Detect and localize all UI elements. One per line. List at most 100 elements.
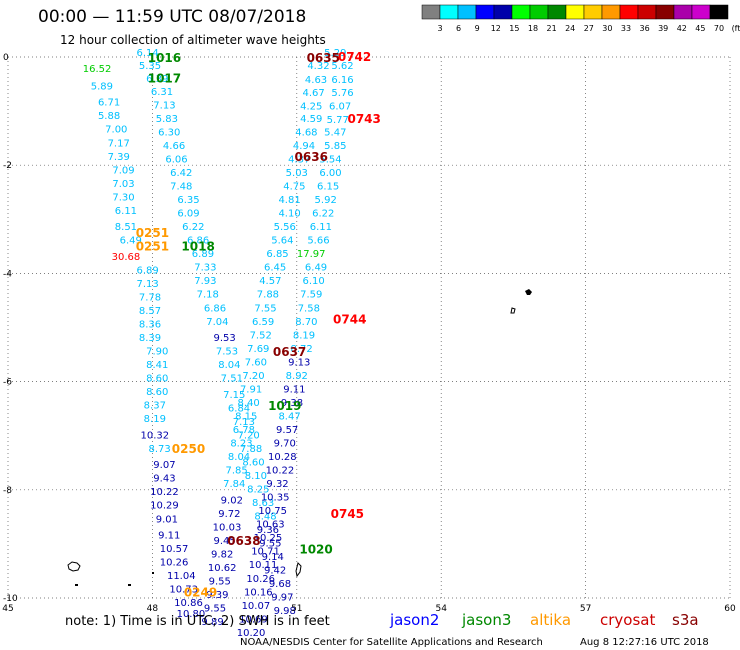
pass-id-label: 0636 (295, 150, 328, 164)
wave-height-label: 6.09 (177, 209, 199, 220)
wave-height-label: 9.57 (276, 425, 298, 436)
wave-height-label: 10.16 (244, 587, 273, 598)
colorbar-label: 45 (695, 24, 705, 33)
wave-height-label: 5.88 (98, 111, 120, 122)
x-tick-label: 57 (580, 604, 591, 614)
wave-height-label: 9.11 (158, 530, 180, 541)
wave-height-label: 6.39 (146, 74, 168, 85)
wave-height-label: 4.25 (300, 101, 322, 112)
island-seychelles (525, 289, 532, 295)
wave-height-label: 6.49 (305, 263, 327, 274)
colorbar-swatch (421, 4, 441, 20)
wave-height-label: 7.58 (298, 303, 320, 314)
wave-height-label: 4.67 (303, 88, 325, 99)
pass-id-label: 0249 (184, 586, 217, 600)
footer-credit: NOAA/NESDIS Center for Satellite Applica… (240, 637, 543, 648)
wave-height-label: 7.04 (206, 317, 228, 328)
legend-satellite-s3a: s3a (672, 611, 699, 629)
wave-height-label: 6.11 (310, 222, 332, 233)
wave-height-label: 8.25 (247, 485, 269, 496)
wave-height-label: 6.78 (233, 425, 255, 436)
wave-height-label: 8.04 (228, 452, 250, 463)
wave-height-label: 9.01 (156, 514, 178, 525)
wave-height-label: 8.15 (235, 411, 257, 422)
wave-height-label: 9.39 (206, 590, 228, 601)
wave-height-label: 7.55 (254, 303, 276, 314)
pass-id-label: 1016 (148, 51, 181, 65)
colorbar-label: 9 (475, 24, 480, 33)
footer-timestamp: Aug 8 12:27:16 UTC 2018 (580, 637, 709, 648)
wave-height-label: 9.13 (288, 357, 310, 368)
wave-height-label: 10.62 (208, 563, 237, 574)
legend-satellite-jason2: jason2 (389, 611, 439, 629)
colorbar-swatch (475, 4, 495, 20)
wave-height-label: 6.00 (319, 168, 341, 179)
wave-height-label: 6.86 (204, 303, 226, 314)
page-title: 00:00 — 11:59 UTC 08/07/2018 (38, 7, 306, 27)
wave-height-label: 9.97 (271, 593, 293, 604)
wave-height-label: 10.26 (160, 558, 189, 569)
wave-height-label: 6.16 (331, 75, 353, 86)
wave-height-label: 10.29 (150, 501, 179, 512)
y-tick-label: -8 (3, 486, 12, 496)
wave-height-label: 11.04 (167, 571, 196, 582)
wave-height-label: 4.59 (300, 114, 322, 125)
colorbar-label: 15 (509, 24, 519, 33)
colorbar-label: 42 (677, 24, 687, 33)
wave-height-label: 5.66 (307, 236, 329, 247)
wave-height-label: 7.90 (146, 347, 168, 358)
wave-height-label: 5.29 (324, 48, 346, 59)
wave-height-label: 6.14 (136, 48, 158, 59)
colorbar-label: 12 (491, 24, 501, 33)
wave-height-label: 8.60 (146, 374, 168, 385)
wave-height-label: 6.84 (228, 403, 250, 414)
legend-satellite-altika: altika (530, 611, 571, 629)
wave-height-label: 6.35 (177, 195, 199, 206)
page-subtitle: 12 hour collection of altimeter wave hei… (60, 33, 326, 47)
x-tick-label: 45 (2, 604, 13, 614)
wave-height-label: 7.30 (112, 192, 134, 203)
wave-height-label: 5.85 (324, 141, 346, 152)
wave-height-label: 9.38 (281, 398, 303, 409)
pass-id-label: 1019 (268, 399, 301, 413)
wave-height-label: 7.20 (242, 371, 264, 382)
wave-height-label: 6.71 (98, 98, 120, 109)
wave-height-label: 9.89 (201, 617, 223, 628)
wave-height-label: 6.06 (165, 154, 187, 165)
colorbar-swatch (619, 4, 639, 20)
colorbar-swatch (547, 4, 567, 20)
wave-height-label: 10.26 (246, 574, 275, 585)
wave-height-label: 7.39 (108, 152, 130, 163)
wave-height-label: 9.55 (209, 576, 231, 587)
pass-id-label: 0638 (227, 534, 260, 548)
colorbar-swatch (673, 4, 693, 20)
colorbar-label: 36 (640, 24, 650, 33)
wave-height-label: 10.75 (258, 506, 287, 517)
pass-id-label: 0745 (331, 507, 364, 521)
wave-height-label: 7.00 (105, 125, 127, 136)
wave-height-label: 5.03 (286, 168, 308, 179)
pass-id-label: 1017 (148, 72, 181, 86)
wave-height-label: 8.92 (286, 371, 308, 382)
wave-height-label: 8.70 (295, 317, 317, 328)
wave-height-label: 8.37 (144, 401, 166, 412)
wave-height-label: 17.97 (297, 249, 326, 260)
wave-height-label: 8.60 (146, 387, 168, 398)
wave-height-label: 7.33 (194, 263, 216, 274)
wave-height-label: 6.49 (120, 236, 142, 247)
map-grid (7, 56, 731, 599)
island-small (75, 584, 78, 586)
pass-id-label: 0251 (136, 239, 169, 253)
wave-height-label: 6.31 (151, 87, 173, 98)
wave-height-label: 4.94 (293, 141, 315, 152)
satellite-legend: jason2 jason3 altika cryosat s3a (389, 611, 699, 629)
wave-height-label: 6.22 (182, 222, 204, 233)
x-tick-label: 51 (291, 604, 302, 614)
wave-height-label: 10.80 (177, 609, 206, 620)
colorbar-label: 33 (621, 24, 631, 33)
wave-height-label: 5.77 (327, 115, 349, 126)
y-tick-label: -10 (3, 594, 18, 604)
colorbar-swatch (493, 4, 513, 20)
footer-note: note: 1) Time is in UTC; 2) SWH is in fe… (65, 614, 330, 629)
